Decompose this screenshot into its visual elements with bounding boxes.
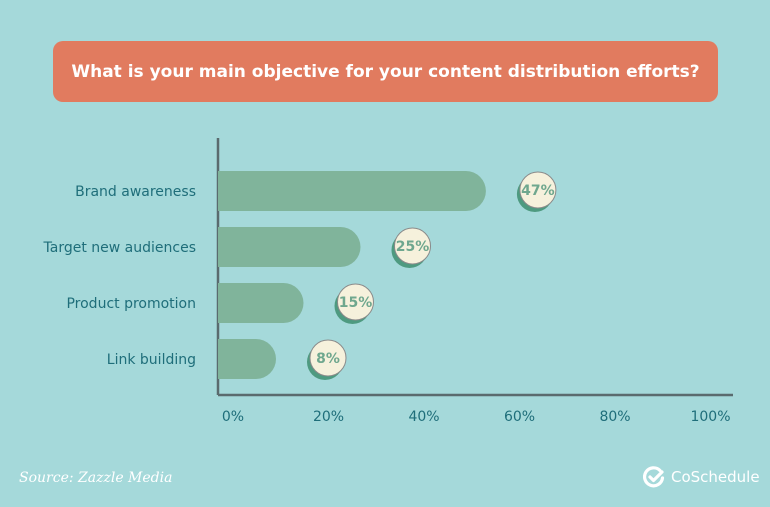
label-bubble (394, 227, 431, 265)
x-tick-label: 20% (313, 409, 344, 425)
coschedule-logo: CoSchedule (643, 466, 760, 488)
category-label: Product promotion (66, 296, 196, 312)
chart-title: What is your main objective for your con… (53, 41, 718, 102)
brand-name: CoSchedule (671, 468, 760, 486)
x-tick-label: 80% (599, 409, 630, 425)
x-tick-label: 40% (408, 409, 439, 425)
category-label: Link building (107, 352, 196, 368)
data-label: 15% (339, 295, 373, 311)
label-bubble (519, 171, 557, 209)
bar (218, 283, 304, 323)
label-bubble (309, 339, 347, 377)
check-badge-icon (643, 466, 665, 488)
category-label: Target new audiences (43, 240, 196, 256)
bar-base (218, 339, 238, 379)
bar-base (218, 227, 238, 267)
data-label: 8% (316, 351, 340, 367)
bar-base (218, 171, 238, 211)
label-bubble (337, 283, 374, 321)
source-note: Source: Zazzle Media (19, 470, 173, 486)
category-label: Brand awareness (75, 184, 196, 200)
x-tick-label: 60% (504, 409, 535, 425)
data-label: 25% (396, 239, 430, 255)
bar (218, 227, 361, 267)
data-label: 47% (521, 183, 555, 199)
bar (218, 171, 486, 211)
x-tick-label: 100% (690, 409, 730, 425)
x-tick-label: 0% (222, 409, 244, 425)
bar-base (218, 283, 238, 323)
